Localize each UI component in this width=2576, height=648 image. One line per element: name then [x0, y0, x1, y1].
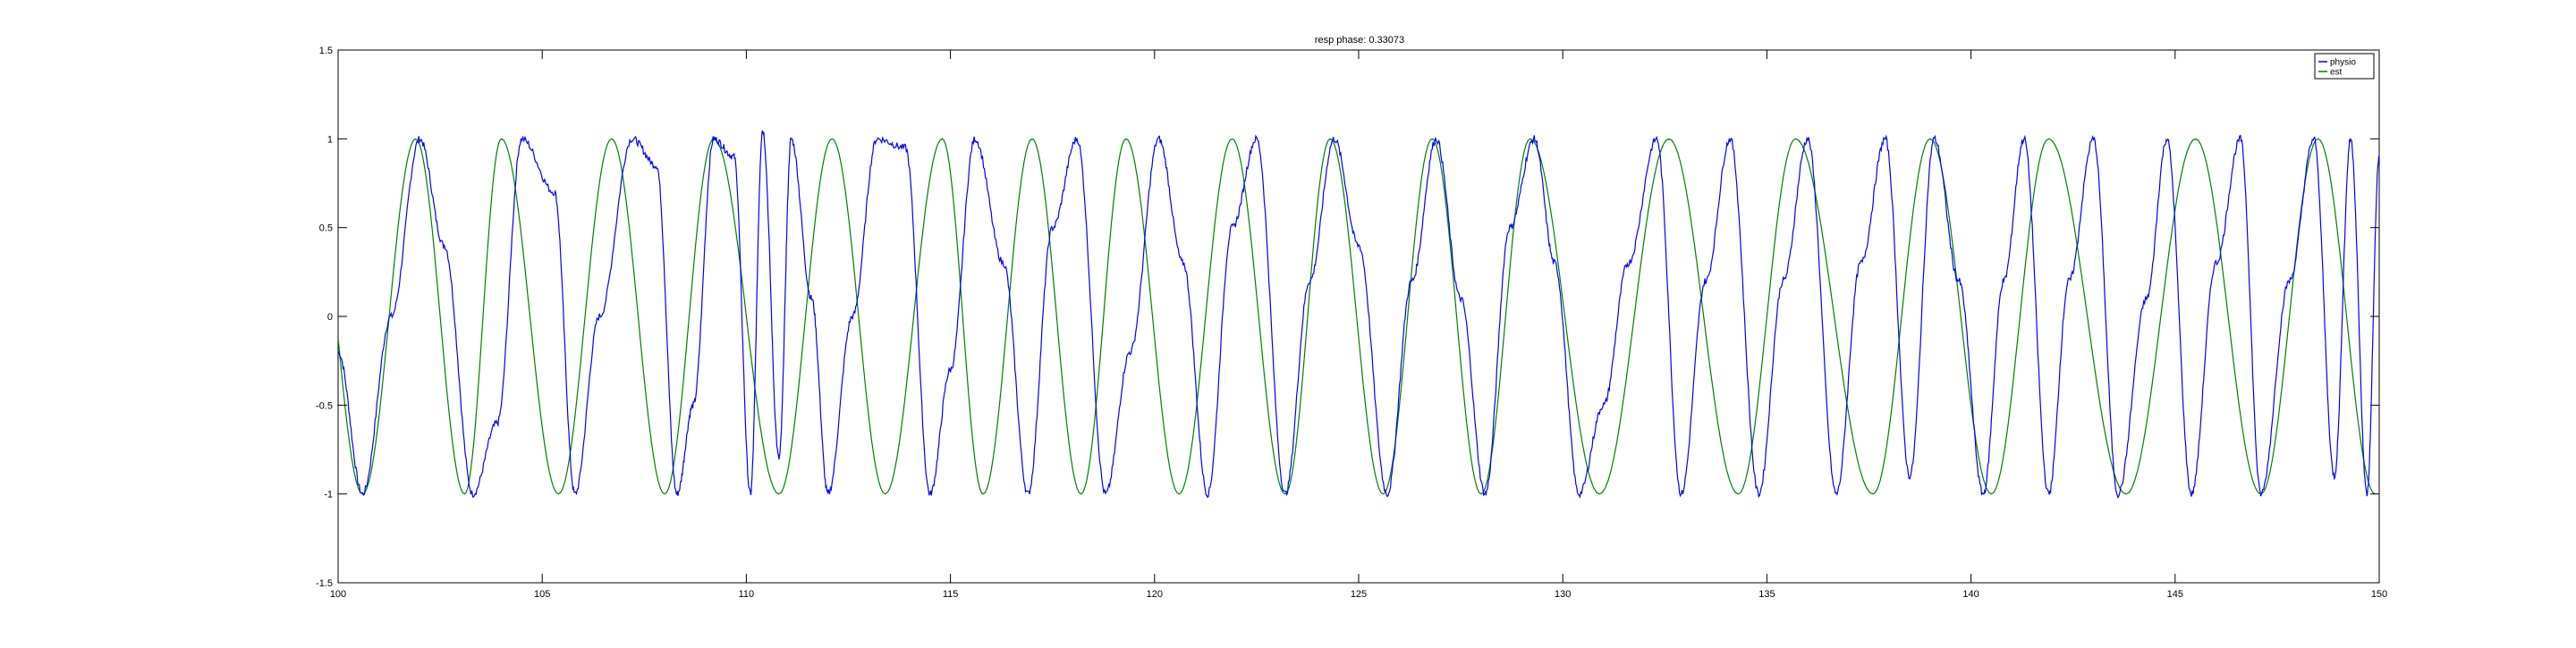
x-tick-label: 115: [943, 589, 959, 600]
x-tick-label: 145: [2167, 589, 2183, 600]
x-tick-label: 130: [1555, 589, 1571, 600]
y-tick-label: 1.5: [319, 46, 333, 56]
x-tick-label: 120: [1147, 589, 1163, 600]
series-line-est: [337, 138, 2376, 495]
legend-label-est: est: [2330, 68, 2343, 78]
x-tick-label: 135: [1758, 589, 1775, 600]
x-tick-label: 150: [2371, 589, 2387, 600]
x-tick-label: 110: [739, 589, 755, 600]
plot-frame: [337, 49, 2380, 584]
series-layer: [337, 130, 2380, 499]
y-tick-label: -1.5: [316, 578, 333, 589]
x-tick-label: 125: [1351, 589, 1367, 600]
y-tick-label: -0.5: [316, 400, 333, 411]
chart-title: resp phase: 0.33073: [1315, 35, 1404, 46]
axes-layer: 100 105 110 115 120 125 130 135 140 145 150 -1.5 -1 -…: [316, 46, 2387, 600]
y-tick-label: 0.5: [319, 223, 333, 234]
x-tick-label: 100: [330, 589, 346, 600]
x-tick-label: 140: [1962, 589, 1979, 600]
x-tick-label: 105: [534, 589, 550, 600]
y-tick-label: 1: [327, 134, 333, 145]
legend-label-physio: physio: [2330, 58, 2356, 68]
y-tick-label: -1: [324, 490, 333, 501]
legend-box: [2314, 53, 2375, 80]
y-tick-label: 0: [327, 312, 333, 323]
series-line-physio: [337, 130, 2380, 499]
plot-area: [337, 49, 2380, 584]
